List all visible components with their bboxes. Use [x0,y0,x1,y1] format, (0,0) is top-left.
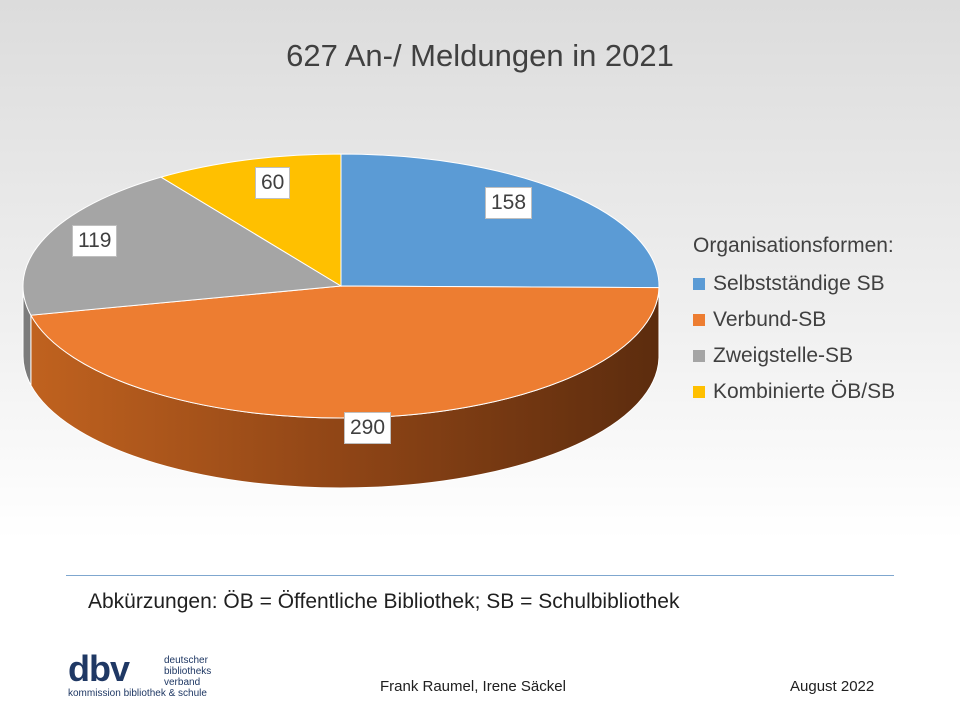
legend-label: Zweigstelle-SB [713,344,854,367]
legend: Organisationsformen: Selbstständige SB Ve… [693,234,895,416]
pie-slice-2 [22,176,343,316]
legend-label: Verbund-SB [713,308,827,331]
data-label: 119 [72,225,118,257]
legend-label: Selbstständige SB [713,272,885,295]
legend-swatch [693,350,705,362]
legend-label: Kombinierte ÖB/SB [713,380,896,403]
legend-item: Selbstständige SB [693,272,895,296]
legend-swatch [693,386,705,398]
legend-swatch [693,314,705,326]
dbv-logo: dbv deutscher bibliotheks verband kommissi… [68,648,212,700]
legend-swatch [693,278,705,290]
data-label: 158 [485,187,533,219]
legend-item: Kombinierte ÖB/SB [693,380,895,404]
divider [66,575,894,576]
pie-slice-0 [340,153,660,289]
data-label: 290 [344,412,392,444]
abbreviations-note: Abkürzungen: ÖB = Öffentliche Bibliothek… [88,590,680,613]
data-label: 60 [255,167,291,199]
footer-authors: Frank Raumel, Irene Säckel [380,678,566,695]
legend-item: Zweigstelle-SB [693,344,895,368]
chart-title: 627 An-/ Meldungen in 2021 [286,38,674,73]
pie-slice-3 [159,153,342,287]
legend-title: Organisationsformen: [693,234,894,257]
legend-item: Verbund-SB [693,308,895,332]
footer-date: August 2022 [790,678,875,695]
